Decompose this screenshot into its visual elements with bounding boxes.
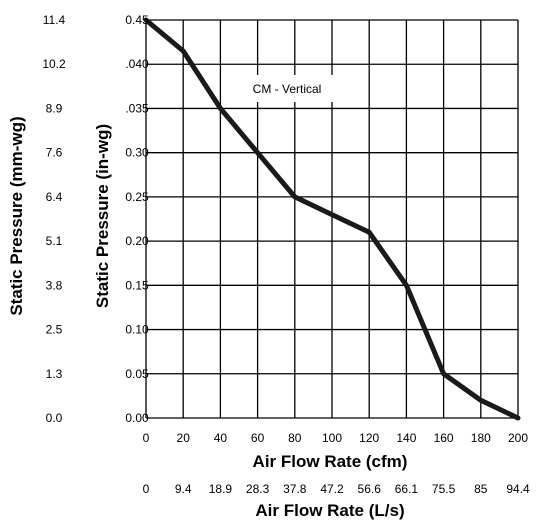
y-tick-label: 0.05 — [125, 367, 149, 381]
annotation-label: CM - Vertical — [253, 82, 322, 96]
y-tick-label: 0.10 — [125, 323, 149, 337]
secondary-x-tick-label: 47.2 — [320, 482, 344, 496]
secondary-y-tick-label: 7.6 — [46, 146, 63, 160]
y-tick-label: .040 — [125, 57, 149, 71]
secondary-x-tick-label: 37.8 — [283, 482, 307, 496]
secondary-x-tick-label: 28.3 — [246, 482, 270, 496]
x-tick-label: 0 — [143, 431, 150, 445]
x-tick-label: 200 — [508, 431, 528, 445]
secondary-x-tick-label: 56.6 — [358, 482, 382, 496]
y-tick-label: 0.25 — [125, 190, 149, 204]
x-tick-label: 20 — [177, 431, 191, 445]
y-tick-label: 0.45 — [125, 13, 149, 27]
x-tick-label: 80 — [288, 431, 302, 445]
y-tick-label: 0.20 — [125, 234, 149, 248]
x-tick-label: 100 — [322, 431, 342, 445]
secondary-x-tick-label: 0 — [143, 482, 150, 496]
annotation-layer: CM - Vertical — [229, 75, 345, 102]
y-tick-label: .035 — [125, 101, 149, 115]
secondary-y-tick-label: 3.8 — [46, 278, 63, 292]
secondary-y-tick-label: 8.9 — [46, 101, 63, 115]
secondary-y-tick-label: 6.4 — [46, 190, 63, 204]
x-tick-label: 120 — [359, 431, 379, 445]
y-tick-label: 0.00 — [125, 411, 149, 425]
secondary-x-axis-title: Air Flow Rate (L/s) — [255, 501, 404, 520]
tick-labels: 0 20 40 60 80 100 120 140 160 180 200 0 9.4 18.9 28.3 3… — [42, 13, 530, 496]
secondary-y-tick-label: 10.2 — [42, 57, 66, 71]
secondary-y-tick-label: 5.1 — [46, 234, 63, 248]
x-tick-label: 180 — [471, 431, 491, 445]
y-axis-title: Static Pressure (in-wg) — [93, 124, 112, 308]
x-tick-label: 60 — [251, 431, 265, 445]
annotation-box — [229, 75, 345, 102]
secondary-x-tick-label: 75.5 — [432, 482, 456, 496]
secondary-x-tick-label: 85 — [474, 482, 488, 496]
x-tick-label: 140 — [396, 431, 416, 445]
y-tick-label: 0.15 — [125, 278, 149, 292]
secondary-y-tick-label: 1.3 — [46, 367, 63, 381]
secondary-y-tick-label: 11.4 — [43, 13, 66, 27]
secondary-y-tick-label: 2.5 — [46, 323, 63, 337]
series-layer — [143, 17, 521, 421]
secondary-x-tick-label: 66.1 — [395, 482, 419, 496]
secondary-x-tick-label: 94.4 — [506, 482, 530, 496]
secondary-x-tick-label: 18.9 — [209, 482, 233, 496]
y-tick-label: 0.30 — [125, 146, 149, 160]
x-tick-label: 160 — [434, 431, 454, 445]
x-axis-title: Air Flow Rate (cfm) — [253, 452, 408, 471]
x-tick-label: 40 — [214, 431, 228, 445]
series-line — [143, 17, 521, 421]
secondary-y-tick-label: 0.0 — [46, 411, 63, 425]
secondary-y-axis-title: Static Pressure (mm-wg) — [7, 116, 26, 315]
secondary-x-tick-label: 9.4 — [175, 482, 192, 496]
